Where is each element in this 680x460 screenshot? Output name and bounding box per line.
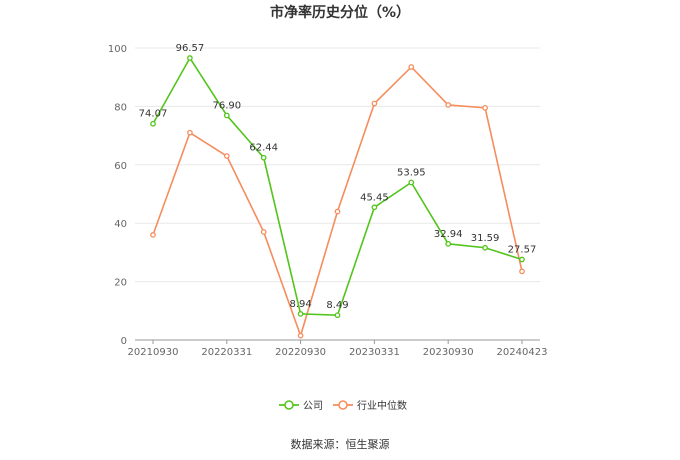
data-label: 96.57 <box>176 43 205 54</box>
company-point <box>297 311 304 317</box>
industry-median-point <box>150 232 156 238</box>
company-point <box>223 112 230 119</box>
x-tick-label: 20220930 <box>275 347 326 358</box>
y-tick-label: 80 <box>114 102 127 113</box>
x-tick-label: 20220331 <box>201 347 252 358</box>
data-label: 74.07 <box>139 109 168 120</box>
company-point <box>482 244 488 251</box>
company-point <box>445 240 452 247</box>
company-point <box>334 312 341 319</box>
legend-industry-median-label: 行业中位数 <box>357 399 407 412</box>
legend-company-label: 公司 <box>303 401 323 412</box>
y-tick-label: 0 <box>121 336 127 347</box>
data-label: 45.45 <box>360 192 389 203</box>
company-line <box>152 56 523 317</box>
legend-industry-median-marker <box>338 400 348 410</box>
industry-median-point <box>260 229 267 235</box>
x-tick-label: 20230930 <box>423 347 474 358</box>
y-tick-label: 40 <box>114 219 127 230</box>
data-label: 53.95 <box>397 167 426 178</box>
company-point <box>260 154 267 161</box>
industry-median-point <box>334 208 341 215</box>
industry-median-point <box>297 332 304 339</box>
x-tick-label: 20240423 <box>497 347 548 358</box>
industry-median-point <box>482 105 488 111</box>
data-label: 8.94 <box>289 299 311 310</box>
company-point <box>371 204 378 211</box>
chart-title: 市净率历史分位（%） <box>269 5 411 21</box>
company-point <box>187 55 193 61</box>
x-tick-label: 20230331 <box>349 347 400 358</box>
industry-median-point <box>445 102 452 108</box>
data-source: 数据来源：恒生聚源 <box>290 438 390 451</box>
industry-median-point <box>408 64 415 70</box>
company-point <box>408 179 415 186</box>
industry-median-point <box>519 268 525 275</box>
data-label: 62.44 <box>249 143 278 154</box>
y-tick-label: 100 <box>108 44 127 55</box>
legend-company-marker <box>284 400 294 410</box>
data-label: 32.94 <box>434 229 463 240</box>
data-label: 27.57 <box>508 244 537 255</box>
x-tick-label: 20210930 <box>128 347 179 358</box>
data-label: 76.90 <box>212 100 241 111</box>
industry-median-point <box>223 153 230 159</box>
industry-median-point <box>187 129 193 136</box>
data-label: 8.49 <box>326 300 348 311</box>
industry-median-point <box>371 100 378 107</box>
y-tick-label: 60 <box>114 161 127 172</box>
y-tick-label: 20 <box>114 278 127 289</box>
company-point <box>150 120 156 127</box>
data-label: 31.59 <box>471 233 500 244</box>
company-point <box>519 256 525 263</box>
industry-median-line <box>152 65 523 339</box>
